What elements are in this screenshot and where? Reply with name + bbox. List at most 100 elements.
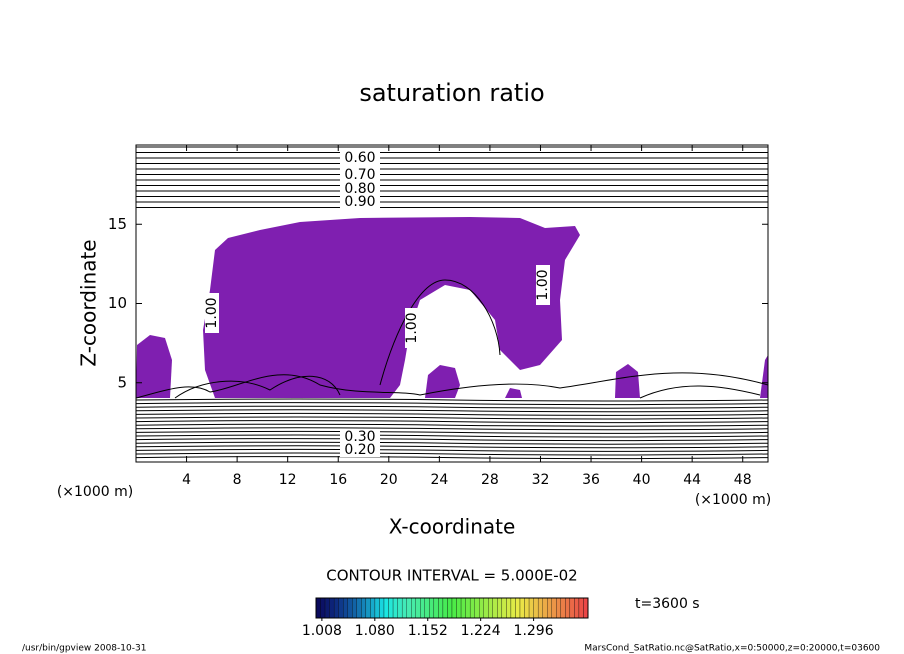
colorbar-stripe (411, 597, 416, 619)
contour-label: 0.70 (344, 167, 375, 183)
contour-label-bg (536, 265, 550, 305)
contour-line (135, 456, 769, 460)
time-label: t=3600 s (635, 596, 700, 612)
contour-label: 1.00 (404, 312, 420, 343)
colorbar-stripe (415, 597, 421, 619)
contour-label-bg (205, 293, 219, 333)
contour-label: 0.30 (344, 429, 375, 445)
colorbar-stripe (506, 597, 512, 619)
contour-label-group: 0.20 (340, 442, 380, 458)
x-axis-label: X-coordinate (389, 515, 516, 539)
contour-label-group: 1.00 (404, 308, 420, 348)
contour-label: 0.90 (344, 194, 375, 210)
colorbar-stripe (556, 597, 561, 619)
colorbar-stripe (569, 597, 575, 619)
contour-line (135, 430, 769, 434)
contour-label-bg (340, 168, 380, 182)
contour-line (174, 375, 341, 399)
x-tick-label: 12 (279, 472, 297, 488)
colorbar-stripe (352, 597, 357, 619)
footer-left: /usr/bin/gpview 2008-10-31 (22, 644, 146, 654)
y-axis-label: Z-coordinate (77, 239, 101, 366)
contour-label-group: 1.00 (204, 293, 220, 333)
colorbar-stripe (456, 597, 462, 619)
contour-line (379, 279, 501, 386)
contour-line (135, 438, 769, 442)
colorbar-stripe (406, 597, 412, 619)
contour-label-bg (405, 308, 419, 348)
contour-label: 1.00 (204, 297, 220, 328)
y-unit: (×1000 m) (57, 484, 133, 500)
colorbar-stripe (420, 597, 425, 619)
colorbar-stripe (324, 597, 330, 619)
colorbar-stripe (524, 597, 530, 619)
region (136, 335, 172, 398)
colorbar-frame (315, 597, 589, 619)
contour-line (135, 427, 769, 431)
colorbar-stripe (515, 597, 521, 619)
region (760, 355, 768, 398)
colorbar-stripe (379, 597, 385, 619)
colorbar-stripe (374, 597, 380, 619)
colorbar-stripe (365, 597, 371, 619)
x-tick-label: 48 (734, 472, 752, 488)
colorbar-stripe (574, 597, 580, 619)
colorbar-stripe (429, 597, 435, 619)
contour-label-group: 0.90 (340, 194, 380, 210)
contour-label-group: 0.60 (340, 150, 380, 166)
contour-label: 1.00 (535, 269, 551, 300)
contour-label-bg (340, 182, 380, 196)
colorbar-stripe (333, 597, 339, 619)
contour-line (135, 416, 769, 420)
contour-label-group: 0.70 (340, 167, 380, 183)
colorbar-stripe (501, 597, 507, 619)
contour-line (135, 409, 769, 413)
region (505, 388, 522, 398)
colorbar-stripe (329, 597, 335, 619)
colorbar-stripe (460, 597, 466, 619)
colorbar-stripe (479, 597, 484, 619)
x-tick-label: 28 (481, 472, 499, 488)
colorbar-stripe (442, 597, 448, 619)
contour-line (135, 420, 769, 424)
x-tick-label: 24 (430, 472, 448, 488)
contour-label-bg (340, 430, 380, 444)
colorbar-stripe (433, 597, 439, 619)
colorbar-stripe (510, 597, 516, 619)
colorbar-stripe (451, 597, 457, 619)
contour-label-group: 0.30 (340, 429, 380, 445)
chart-title: saturation ratio (359, 79, 544, 107)
contour-label: 0.20 (344, 442, 375, 458)
colorbar-tick-label: 1.152 (408, 623, 448, 639)
contour-label-group: 0.80 (340, 181, 380, 197)
contour-label: 0.80 (344, 181, 375, 197)
contour-line (135, 423, 769, 427)
colorbar-stripe (320, 597, 326, 619)
colorbar-stripe (492, 597, 498, 619)
colorbar-stripe (383, 597, 389, 619)
x-tick-label: 8 (233, 472, 242, 488)
colorbar-stripe (361, 597, 367, 619)
contour-line (135, 402, 769, 406)
colorbar-stripe (438, 597, 444, 619)
contour-line (135, 445, 769, 449)
colorbar-stripe (542, 597, 548, 619)
colorbar-stripe (474, 597, 480, 619)
contour-line (135, 398, 769, 402)
colorbar-stripe (547, 597, 552, 619)
colorbar-stripe (528, 597, 534, 619)
colorbar-stripe (356, 597, 362, 619)
contour-lines (135, 146, 769, 460)
contour-label-group: 1.00 (535, 265, 551, 305)
x-tick-label: 4 (182, 472, 191, 488)
contour-line (639, 385, 761, 399)
supersaturated-regions (136, 217, 768, 398)
colorbar-tick-label: 1.080 (355, 623, 395, 639)
colorbar-stripe (424, 597, 430, 619)
footer-right: MarsCond_SatRatio.nc@SatRatio,x=0:50000,… (584, 644, 880, 654)
colorbar-stripe (447, 597, 453, 619)
x-tick-label: 44 (683, 472, 701, 488)
colorbar-stripe (465, 597, 471, 619)
x-tick-label: 36 (582, 472, 600, 488)
